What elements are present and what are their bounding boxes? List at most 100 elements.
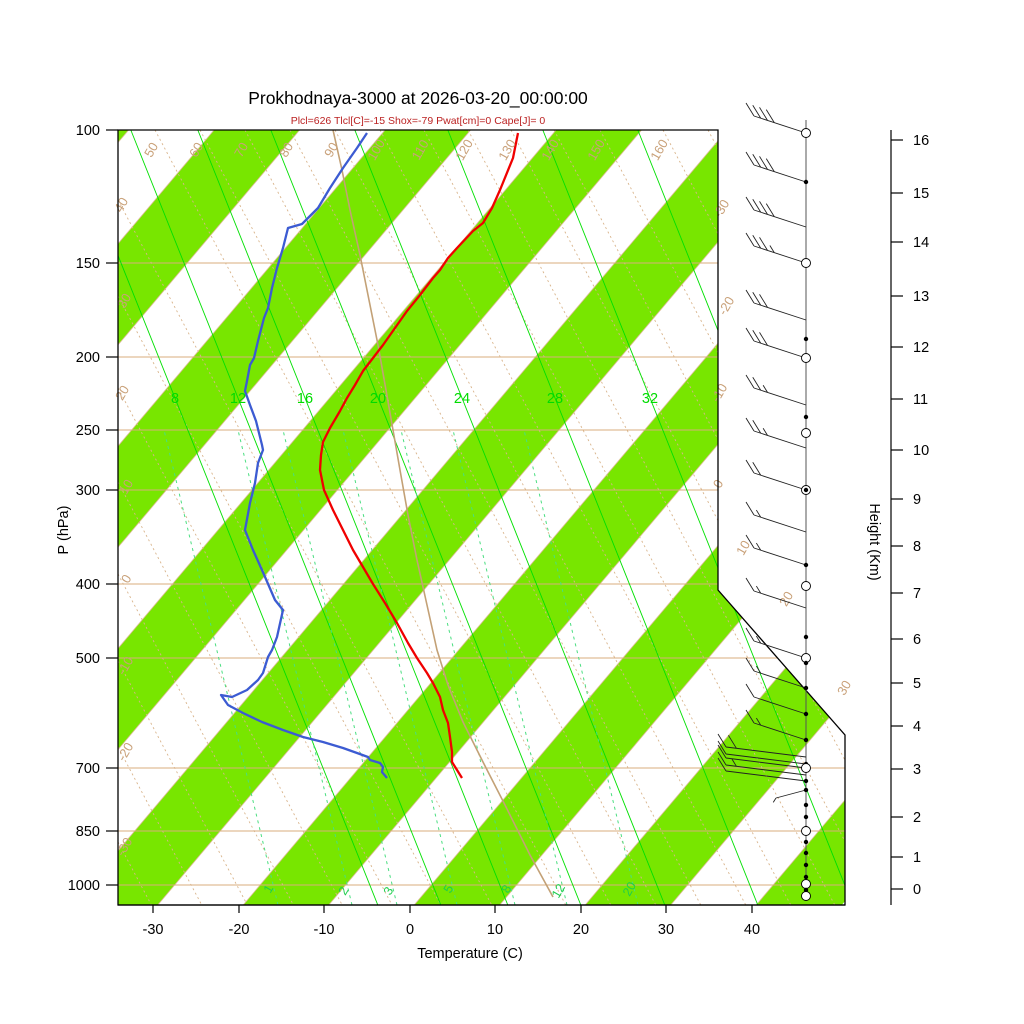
wind-barb xyxy=(745,627,811,663)
wind-barb xyxy=(745,417,807,449)
level-circle-marker xyxy=(801,826,811,836)
level-dot-marker xyxy=(803,179,809,185)
temp-tick-label: 0 xyxy=(406,922,414,938)
moist-adiabat-label: 32 xyxy=(642,391,658,407)
wind-barb xyxy=(803,887,809,893)
dewpoint-curve xyxy=(219,132,388,779)
dry-adiabat-label-left: 20 xyxy=(112,383,132,403)
wind-barb xyxy=(803,850,809,856)
level-dot-marker xyxy=(803,487,809,493)
height-tick-label: 5 xyxy=(913,676,921,692)
axes-group: -30 -20 -10 0 10 20 30 401001502002503004005007… xyxy=(68,123,929,938)
dry-adiabat-label-left: 30 xyxy=(114,291,134,311)
moist-adiabat-label: 24 xyxy=(454,391,470,407)
height-tick-label: 2 xyxy=(913,810,921,826)
height-tick-label: 16 xyxy=(913,133,929,149)
level-circle-marker xyxy=(801,879,811,889)
level-dot-marker xyxy=(803,850,809,856)
pressure-tick-label: 1000 xyxy=(68,878,100,894)
wind-barb xyxy=(745,374,807,406)
wind-barb xyxy=(745,501,807,533)
wind-barb xyxy=(803,814,809,820)
moist-adiabat-label: 20 xyxy=(370,391,386,407)
wind-barb xyxy=(803,414,809,420)
level-circle-marker xyxy=(801,891,811,901)
x-axis-title: Temperature (C) xyxy=(417,946,523,962)
level-dot-marker xyxy=(803,814,809,820)
moist-adiabat-label: 28 xyxy=(547,391,563,407)
temp-tick-label: -30 xyxy=(143,922,164,938)
wind-barb xyxy=(717,757,809,784)
level-dot-marker xyxy=(803,778,809,784)
level-dot-marker xyxy=(803,336,809,342)
wind-barb xyxy=(745,232,811,268)
isotherm-label-right: 10 xyxy=(733,538,753,558)
height-tick-label: 0 xyxy=(913,882,921,898)
dry-adiabat-label-top: 90 xyxy=(321,140,341,160)
wind-barb-column xyxy=(717,102,811,901)
dry-adiabat-label-top: 160 xyxy=(647,137,671,163)
pressure-tick-label: 400 xyxy=(76,577,100,593)
wind-barb xyxy=(801,428,811,438)
temp-tick-label: 20 xyxy=(573,922,589,938)
wind-barb xyxy=(772,787,809,803)
y-axis-title-height: Height (Km) xyxy=(866,503,882,580)
dry-adiabat-label-top: 60 xyxy=(186,140,206,160)
mixing-ratio-label: 12 xyxy=(549,881,568,900)
mixing-ratio-lines xyxy=(163,429,639,905)
level-dot-marker xyxy=(803,562,809,568)
height-tick-label: 8 xyxy=(913,539,921,555)
wind-barb xyxy=(803,660,809,666)
dry-adiabat-label-left: -20 xyxy=(114,740,136,764)
wind-barb xyxy=(801,826,811,836)
temp-tick-label: -20 xyxy=(229,922,250,938)
height-tick-label: 11 xyxy=(913,392,928,408)
temp-tick-label: 40 xyxy=(744,922,760,938)
level-dot-marker xyxy=(803,414,809,420)
y-axis-title-pressure: P (hPa) xyxy=(56,506,72,555)
pressure-tick-label: 500 xyxy=(76,651,100,667)
wind-barb xyxy=(801,879,811,889)
wind-barb xyxy=(803,802,809,808)
wind-barb xyxy=(745,459,811,495)
wind-barb xyxy=(803,336,809,342)
level-dot-marker xyxy=(803,839,809,845)
wind-barb xyxy=(803,839,809,845)
wind-barb xyxy=(745,102,811,138)
level-dot-marker xyxy=(803,660,809,666)
dry-adiabat-label-left: 40 xyxy=(111,195,131,215)
level-dot-marker xyxy=(803,685,809,691)
wind-barb xyxy=(801,581,811,591)
dry-adiabat-label-top: 70 xyxy=(231,140,251,160)
moist-adiabat-label: 8 xyxy=(171,391,179,407)
height-tick-label: 3 xyxy=(913,762,921,778)
height-tick-label: 10 xyxy=(913,443,929,459)
temperature-curve xyxy=(318,132,520,779)
height-tick-label: 4 xyxy=(913,719,921,735)
level-circle-marker xyxy=(801,581,811,591)
wind-barb xyxy=(717,744,811,773)
temp-tick-label: 10 xyxy=(487,922,503,938)
height-tick-label: 14 xyxy=(913,235,929,251)
wind-barb xyxy=(745,534,809,568)
level-dot-marker xyxy=(803,862,809,868)
wind-barb xyxy=(745,151,809,185)
isotherm-lines xyxy=(118,130,845,905)
wind-barb xyxy=(803,862,809,868)
level-circle-marker xyxy=(801,428,811,438)
dry-adiabat-label-top: 50 xyxy=(141,140,161,160)
pressure-tick-label: 100 xyxy=(76,123,100,139)
height-tick-label: 6 xyxy=(913,632,921,648)
wind-barb xyxy=(745,709,809,743)
dry-adiabat-label-left: 10 xyxy=(116,477,136,497)
level-dot-marker xyxy=(803,634,809,640)
wind-barb xyxy=(803,874,809,880)
level-dot-marker xyxy=(803,802,809,808)
height-tick-label: 7 xyxy=(913,586,921,602)
height-tick-label: 1 xyxy=(913,850,921,866)
wind-barb xyxy=(745,196,807,228)
wind-barb xyxy=(801,891,811,901)
dry-adiabat-label-top: 80 xyxy=(276,140,296,160)
level-circle-marker xyxy=(801,353,811,363)
parcel-line xyxy=(332,130,554,898)
